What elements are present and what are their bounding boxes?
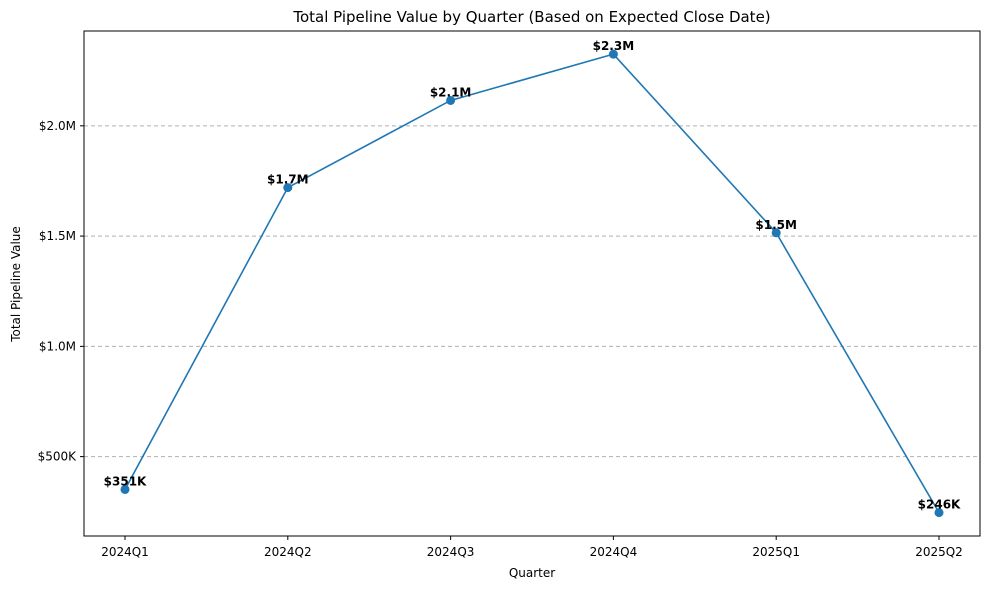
series-layer: $351K $1.7M $2.1M $2.3M $1.5M $246K bbox=[104, 39, 961, 518]
data-point bbox=[120, 484, 130, 494]
data-label: $1.5M bbox=[755, 218, 797, 232]
x-tick-label: 2024Q2 bbox=[264, 545, 312, 559]
data-label: $1.7M bbox=[267, 173, 309, 187]
y-axis: $500K $1.0M $1.5M $2.0M bbox=[38, 119, 84, 464]
data-label: $2.3M bbox=[593, 39, 635, 53]
data-point bbox=[446, 95, 456, 105]
y-tick-label: $1.5M bbox=[39, 229, 76, 243]
y-tick-label: $500K bbox=[38, 450, 78, 464]
x-tick-label: 2024Q4 bbox=[590, 545, 638, 559]
grid-lines bbox=[84, 125, 980, 458]
y-axis-label: Total Pipeline Value bbox=[9, 226, 23, 343]
x-axis: 2024Q1 2024Q2 2024Q3 2024Q4 2025Q1 2025Q2 bbox=[101, 536, 963, 559]
data-point bbox=[934, 508, 944, 518]
y-tick-label: $2.0M bbox=[39, 119, 76, 133]
data-label: $2.1M bbox=[430, 85, 472, 99]
x-tick-label: 2025Q1 bbox=[752, 545, 800, 559]
series-line bbox=[124, 53, 940, 514]
x-tick-label: 2025Q2 bbox=[915, 545, 963, 559]
x-axis-label: Quarter bbox=[509, 566, 555, 580]
x-tick-label: 2024Q3 bbox=[427, 545, 475, 559]
data-label: $246K bbox=[918, 498, 961, 512]
y-tick-label: $1.0M bbox=[39, 339, 76, 353]
data-label: $351K bbox=[104, 474, 147, 488]
x-tick-label: 2024Q1 bbox=[101, 545, 149, 559]
data-point bbox=[608, 49, 618, 59]
data-point bbox=[283, 183, 293, 193]
data-point bbox=[771, 228, 781, 238]
plot-frame bbox=[83, 30, 981, 537]
chart-title: Total Pipeline Value by Quarter (Based o… bbox=[292, 8, 770, 26]
